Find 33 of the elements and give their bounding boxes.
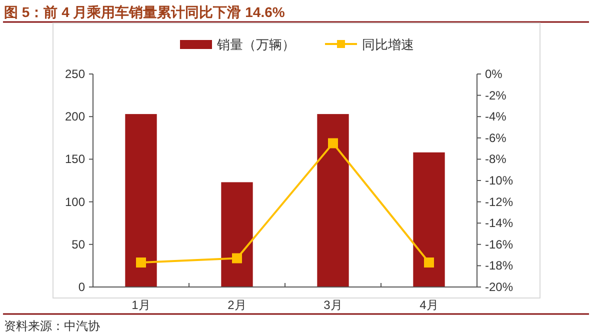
y2-tick-label: -18% bbox=[485, 258, 514, 273]
text: 资料来源：中汽协 bbox=[4, 319, 100, 333]
y-tick-label: 100 bbox=[64, 194, 86, 209]
point bbox=[424, 258, 434, 268]
y-tick-label: 0 bbox=[78, 280, 86, 294]
point bbox=[136, 258, 146, 268]
y2-tick-label: -10% bbox=[485, 174, 514, 188]
y-tick-label: 200 bbox=[64, 110, 86, 124]
y2-tick-label: -14% bbox=[485, 216, 514, 230]
y-tick-label: 250 bbox=[64, 67, 86, 81]
point bbox=[232, 253, 242, 264]
bar bbox=[317, 114, 349, 287]
y2-tick-label: -2% bbox=[485, 88, 507, 102]
y2-tick-label: -20% bbox=[485, 280, 514, 294]
x-tick-label: 1月 bbox=[132, 298, 150, 312]
y-tick-label: 150 bbox=[64, 152, 86, 166]
point bbox=[328, 138, 338, 148]
x-tick-label: 2月 bbox=[228, 298, 246, 312]
y2-tick-label: -6% bbox=[485, 130, 507, 145]
x-tick-label: 3月 bbox=[324, 298, 342, 312]
y2-tick-label: -4% bbox=[485, 110, 507, 124]
legend-label: 同比增速 bbox=[362, 37, 414, 52]
bar bbox=[413, 152, 445, 287]
bar bbox=[125, 114, 157, 287]
y2-tick-label: -8% bbox=[485, 152, 507, 166]
y2-tick-label: -12% bbox=[485, 194, 514, 209]
y2-tick-label: 0% bbox=[485, 67, 503, 81]
legend-label: 销量（万辆） bbox=[216, 37, 295, 52]
x-tick-label: 4月 bbox=[420, 298, 438, 312]
y2-tick-label: -16% bbox=[485, 237, 514, 252]
chart-title: 图 5：前 4 月乘用车销量累计同比下滑 14.6% bbox=[4, 4, 286, 20]
y-tick-label: 50 bbox=[72, 237, 86, 252]
bar bbox=[221, 182, 253, 287]
